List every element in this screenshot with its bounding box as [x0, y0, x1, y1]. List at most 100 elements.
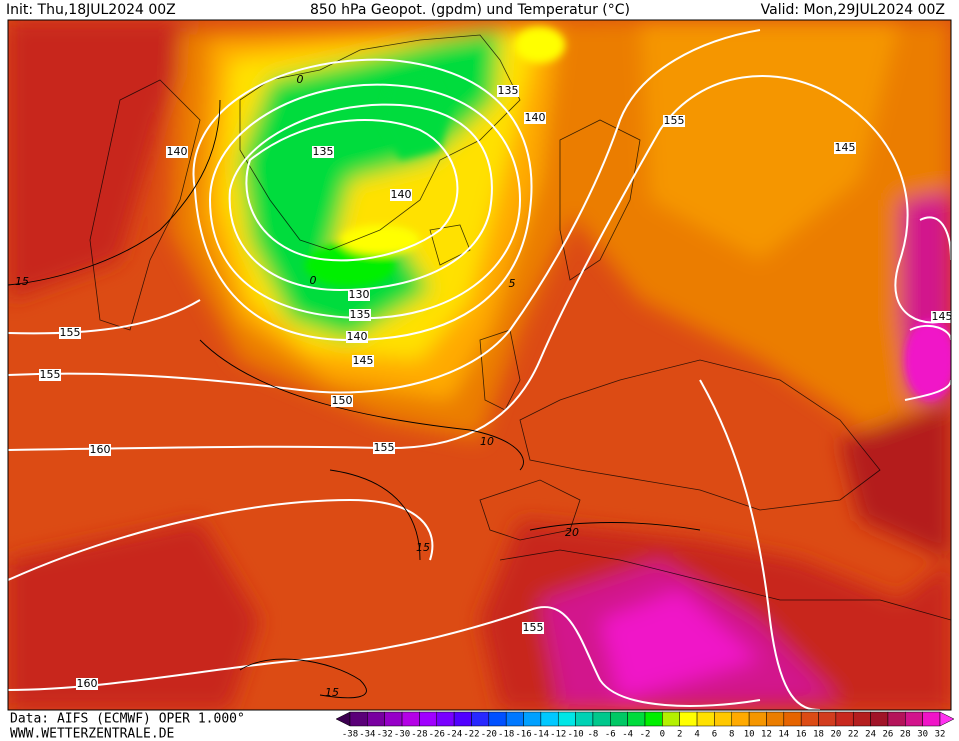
label-bg — [524, 112, 546, 124]
colorbar-box — [852, 711, 871, 727]
colorbar-box — [540, 711, 559, 727]
colorbar-label: 20 — [830, 730, 841, 740]
colorbar-box — [557, 711, 576, 727]
colorbar-box — [575, 711, 594, 727]
colorbar-end — [335, 711, 351, 727]
label-bg — [497, 85, 519, 97]
geopotential-label: 160 — [90, 443, 111, 456]
colorbar-label: 4 — [694, 730, 699, 740]
colorbar-end — [939, 711, 955, 727]
colorbar-label: -14 — [533, 730, 549, 740]
label-bg — [522, 622, 544, 634]
colorbar-box — [349, 711, 368, 727]
temperature-label: 20 — [565, 526, 579, 539]
colorbar-label: 22 — [848, 730, 859, 740]
geopotential-label: 135 — [350, 308, 371, 321]
temperature-field — [8, 20, 951, 710]
colorbar-box — [714, 711, 733, 727]
label-bg — [390, 189, 412, 201]
geopotential-label: 155 — [664, 114, 685, 127]
colorbar-label: -18 — [498, 730, 514, 740]
colorbar-label: -22 — [463, 730, 479, 740]
geopotential-label: 145 — [835, 141, 856, 154]
label-bg — [931, 311, 951, 323]
colorbar: -38 -34 -32 -30 -28 -26 -24 -22 -20 -18 -16 -14 -12-… — [335, 711, 955, 740]
label-bg — [331, 395, 353, 407]
colorbar-label: -38 — [342, 730, 358, 740]
colorbar-label: 10 — [744, 730, 755, 740]
colorbar-box — [800, 711, 819, 727]
colorbar-label: -32 — [377, 730, 393, 740]
temperature-label: 5 — [509, 277, 516, 290]
colorbar-box — [610, 711, 628, 727]
temperature-label: 15 — [15, 275, 29, 288]
website: WWW.WETTERZENTRALE.DE — [10, 727, 174, 741]
colorbar-box — [367, 711, 385, 727]
colorbar-box — [870, 711, 889, 727]
colorbar-box — [922, 711, 941, 727]
colorbar-label: -2 — [640, 730, 651, 740]
colorbar-label: -28 — [411, 730, 427, 740]
colorbar-box — [835, 711, 854, 727]
geopotential-label: 155 — [523, 621, 544, 634]
geopotential-label: 145 — [353, 354, 374, 367]
label-bg — [352, 355, 374, 367]
temperature-label: 15 — [325, 686, 339, 699]
init-time: Init: Thu,18JUL2024 00Z — [6, 2, 176, 18]
colorbar-label: -10 — [567, 730, 583, 740]
colorbar-box — [748, 711, 767, 727]
cold-core — [305, 27, 951, 400]
colorbar-box — [471, 711, 490, 727]
colorbar-label: -34 — [359, 730, 375, 740]
geopotential-label: 135 — [498, 84, 519, 97]
colorbar-label: 24 — [865, 730, 876, 740]
colorbar-label: 2 — [677, 730, 682, 740]
colorbar-label: -26 — [429, 730, 445, 740]
label-bg — [348, 289, 370, 301]
label-bg — [39, 369, 61, 381]
colorbar-label: 18 — [813, 730, 824, 740]
colorbar-label: 0 — [660, 730, 665, 740]
colorbar-box — [818, 711, 837, 727]
map-title: 850 hPa Geopot. (gpdm) und Temperatur (°… — [310, 2, 630, 18]
colorbar-label: -4 — [622, 730, 633, 740]
colorbar-label: 16 — [796, 730, 807, 740]
temperature-label: 0 — [297, 73, 304, 86]
colorbar-label: 12 — [761, 730, 772, 740]
colorbar-box — [488, 711, 507, 727]
colorbar-box — [384, 711, 403, 727]
data-source: Data: AIFS (ECMWF) OPER 1.000° — [10, 712, 245, 727]
label-bg — [346, 331, 368, 343]
colorbar-label: -30 — [394, 730, 410, 740]
colorbar-box — [436, 711, 455, 727]
colorbar-label: -20 — [481, 730, 497, 740]
colorbar-box — [696, 711, 715, 727]
colorbar-box — [627, 711, 646, 727]
colorbar-label: 32 — [935, 730, 946, 740]
geopotential-label: 160 — [77, 677, 98, 690]
colorbar-box — [419, 711, 438, 727]
geopotential-label: 155 — [60, 326, 81, 339]
geopotential-label: 140 — [525, 111, 546, 124]
label-bg — [834, 142, 856, 154]
colorbar-box — [887, 711, 906, 727]
geopotential-label: 145 — [932, 310, 953, 323]
colorbar-label: -6 — [605, 730, 616, 740]
geopotential-label: 155 — [40, 368, 61, 381]
colorbar-label: -16 — [515, 730, 531, 740]
colorbar-label: -24 — [446, 730, 462, 740]
colorbar-box — [679, 711, 698, 727]
label-bg — [89, 444, 111, 456]
colorbar-box — [523, 711, 542, 727]
geopotential-label: 155 — [374, 441, 395, 454]
map-frame — [7, 19, 952, 711]
colorbar-label: 28 — [900, 730, 911, 740]
geopotential-contours — [8, 29, 951, 710]
geopotential-label: 130 — [349, 288, 370, 301]
colorbar-label: 30 — [917, 730, 928, 740]
colorbar-label: 14 — [778, 730, 789, 740]
